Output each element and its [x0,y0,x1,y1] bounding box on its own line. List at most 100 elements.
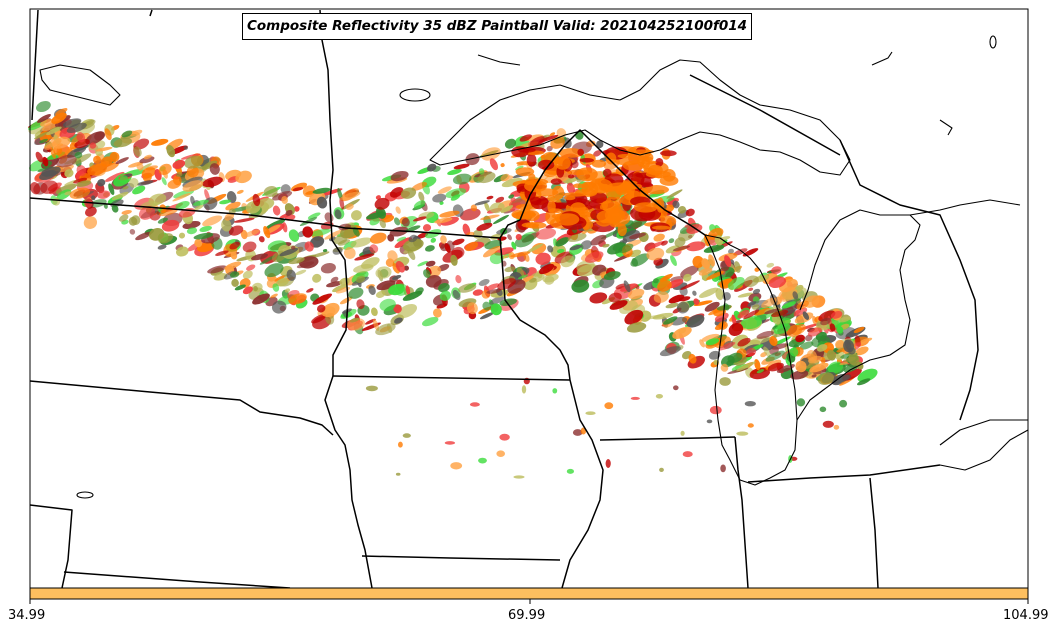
paintball-blob [682,451,693,458]
paintball-blob [284,288,291,293]
paintball-blob [644,185,669,195]
paintball-blob [30,182,41,195]
paintball-blob [445,188,467,199]
paintball-blob [91,195,96,201]
paintball-blob [552,185,565,200]
paintball-blob [497,278,516,290]
paintball-blob [819,406,827,413]
paintball-blob [589,292,608,304]
paintball-blob [375,290,386,298]
paintball-blob [34,131,48,140]
paintball-blob [858,337,873,344]
paintball-blob [489,252,504,265]
paintball-blob [398,441,403,448]
paintball-blob [489,296,505,305]
paintball-blob [407,248,416,261]
paintball-blob [601,201,609,210]
paintball-blob [158,163,172,175]
paintball-blob [744,401,756,407]
paintball-blob [228,225,244,236]
paintball-blob [417,260,429,267]
paintball-blob [748,287,754,291]
paintball-blob [499,433,510,441]
paintball-blob [233,217,255,223]
paintball-blob [490,303,502,316]
paintball-blob [271,300,287,314]
paintball-blob [109,151,120,162]
paintball-blob [706,419,713,424]
paintball-blob [263,186,278,197]
paintball-blob [668,238,675,244]
paintball-blob [688,353,697,364]
paintball-blob [765,350,785,362]
paintball-blob [425,260,436,267]
paintball-blob [389,187,404,198]
paintball-blob [73,177,88,184]
paintball-blob [51,112,67,124]
paintball-blob [402,290,423,301]
paintball-blob [439,201,444,205]
paintball-blob [128,178,139,188]
paintball-blob [647,241,665,249]
paintball-blob [500,173,510,182]
paintball-blob [229,241,241,250]
paintball-blob [692,255,704,268]
paintball-blob [67,146,87,158]
paintball-blob [466,302,478,315]
paintball-blob [122,186,129,190]
paintball-blob [685,208,695,217]
paintball-blob [405,285,411,296]
paintball-blob [792,291,799,300]
paintball-blob [608,292,622,303]
paintball-blob [477,171,496,184]
paintball-blob [617,223,627,237]
paintball-blob [235,170,252,184]
paintball-blob [763,346,771,358]
paintball-blob [692,290,697,296]
paintball-blob [42,156,49,167]
paintball-blob [504,266,516,273]
paintball-blob [272,283,280,292]
paintball-blob [552,388,558,394]
paintball-blob [830,310,843,319]
paintball-blob [135,231,152,241]
paintball-blob [193,232,214,240]
paintball-blob [590,234,607,246]
paintball-blob [855,346,869,356]
paintball-blob [556,248,565,254]
paintball-blob [452,289,461,301]
paintball-blob [417,232,429,239]
paintball-blob [663,316,678,325]
paintball-blob [507,234,512,241]
paintball-blob [816,344,828,352]
paintball-blob [609,300,628,310]
paintball-blob [422,224,432,232]
paintball-blob [194,238,203,248]
paintball-blob [709,405,722,415]
paintball-blob [577,148,584,156]
paintball-blob [242,286,253,295]
paintball-blob [411,182,428,191]
colorbar-tick-label-mid: 69.99 [508,608,546,623]
paintball-blob [369,244,379,254]
paintball-blob [202,176,223,188]
paintball-blob [768,276,787,288]
paintball-blob [104,128,112,141]
paintball-blob [213,273,228,281]
paintball-blob [563,175,580,184]
paintball-blob [432,193,447,203]
paintball-blob [76,165,87,177]
paintball-blob [366,211,386,220]
paintball-blob [396,236,407,242]
paintball-blob [455,274,462,284]
paintball-blob [97,190,111,199]
paintball-blob [133,146,142,157]
paintball-blob [479,312,495,320]
paintball-blob [776,364,795,373]
paintball-blob [225,201,241,211]
paintball-blob [258,236,265,243]
paintball-blob [659,273,673,282]
paintball-blob [489,158,499,171]
paintball-blob [665,245,680,254]
paintball-blob [350,237,372,248]
